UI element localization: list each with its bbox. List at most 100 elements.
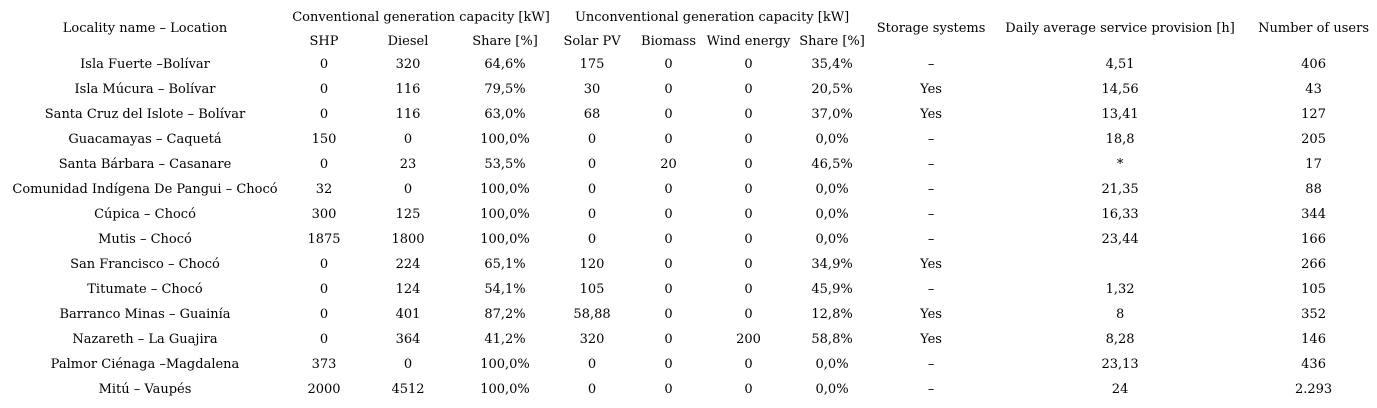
wind-energy-cell: 0: [744, 232, 753, 247]
diesel-cell: 125: [395, 207, 421, 222]
daily-service-cell: 16,33: [1101, 207, 1139, 222]
storage-cell: –: [927, 207, 935, 222]
number-of-users-cell: 344: [1301, 207, 1326, 222]
wind-energy-cell: 0: [744, 57, 753, 72]
number-of-users-cell: 205: [1301, 132, 1326, 147]
table-row: San Francisco – Chocó 0 224 65,1% 120 0 0 34,9%…: [0, 252, 1377, 277]
solar-pv-cell: 0: [587, 132, 597, 147]
solar-pv-cell: 120: [579, 257, 605, 272]
number-of-users-cell: 406: [1301, 57, 1326, 72]
storage-cell: –: [927, 357, 935, 372]
number-of-users-cell: 266: [1301, 257, 1326, 272]
locality-cell: Isla Múcura – Bolívar: [74, 82, 216, 97]
solar-pv-cell: 0: [587, 207, 597, 222]
unconventional-share-cell: 0,0%: [815, 207, 849, 222]
storage-cell: Yes: [920, 257, 942, 272]
table-row: Barranco Minas – Guainía 0 401 87,2% 58,88 0 0…: [0, 302, 1377, 327]
column-header-daily-service: Daily average service provision [h]: [1005, 20, 1235, 36]
locality-cell: Mutis – Chocó: [98, 232, 192, 247]
wind-energy-cell: 0: [744, 282, 753, 297]
locality-cell: Titumate – Chocó: [87, 282, 203, 297]
biomass-cell: 0: [664, 332, 673, 347]
conventional-share-cell: 100,0%: [480, 207, 530, 222]
shp-cell: 0: [319, 257, 329, 272]
wind-energy-cell: 0: [744, 307, 753, 322]
diesel-cell: 1800: [391, 232, 425, 247]
storage-cell: –: [927, 282, 935, 297]
storage-cell: Yes: [920, 82, 942, 97]
storage-cell: –: [927, 157, 935, 172]
biomass-cell: 0: [664, 382, 673, 397]
solar-pv-cell: 105: [579, 282, 605, 297]
locality-cell: Nazareth – La Guajira: [72, 332, 218, 347]
number-of-users-cell: 88: [1305, 182, 1322, 197]
conventional-share-cell: 87,2%: [484, 307, 526, 322]
diesel-cell: 0: [403, 357, 413, 372]
unconventional-share-cell: 34,9%: [811, 257, 853, 272]
diesel-cell: 116: [395, 82, 421, 97]
daily-service-cell: *: [1116, 157, 1124, 172]
table-row: Santa Bárbara – Casanare 0 23 53,5% 0 20 0 46,5…: [0, 152, 1377, 177]
shp-cell: 0: [319, 307, 329, 322]
storage-cell: Yes: [920, 332, 942, 347]
shp-cell: 2000: [307, 382, 341, 397]
unconventional-share-cell: 46,5%: [811, 157, 853, 172]
diesel-cell: 0: [403, 132, 413, 147]
number-of-users-cell: 436: [1301, 357, 1326, 372]
diesel-cell: 320: [395, 57, 421, 72]
shp-cell: 373: [311, 357, 337, 372]
solar-pv-cell: 0: [587, 382, 597, 397]
number-of-users-cell: 43: [1305, 82, 1322, 97]
unconventional-share-cell: 35,4%: [811, 57, 853, 72]
table-row: Palmor Ciénaga –Magdalena 373 0 100,0% 0 0 0 0,…: [0, 352, 1377, 377]
table-row: Nazareth – La Guajira 0 364 41,2% 320 0 200 58,…: [0, 327, 1377, 352]
biomass-cell: 0: [664, 182, 673, 197]
daily-service-cell: [990, 252, 1250, 277]
table-body: Isla Fuerte –Bolívar 0 320 64,6% 175 0 0 35,4% –…: [0, 52, 1377, 402]
locality-cell: Mitú – Vaupés: [98, 382, 192, 397]
shp-cell: 32: [315, 182, 333, 197]
conventional-share-cell: 79,5%: [484, 82, 526, 97]
diesel-cell: 0: [403, 182, 413, 197]
diesel-cell: 4512: [391, 382, 425, 397]
solar-pv-cell: 0: [587, 182, 597, 197]
unconventional-share-cell: 0,0%: [815, 182, 849, 197]
solar-pv-cell: 0: [587, 157, 597, 172]
solar-pv-cell: 175: [579, 57, 605, 72]
unconventional-share-cell: 58,8%: [811, 332, 853, 347]
column-group-unconventional: Unconventional generation capacity [kW]: [574, 9, 850, 25]
number-of-users-cell: 2.293: [1294, 382, 1333, 397]
unconventional-share-cell: 0,0%: [815, 232, 849, 247]
biomass-cell: 0: [664, 257, 673, 272]
daily-service-cell: 4,51: [1105, 57, 1135, 72]
biomass-cell: 0: [664, 82, 673, 97]
biomass-cell: 0: [664, 282, 673, 297]
column-header-shp: SHP: [309, 33, 339, 49]
storage-cell: –: [927, 182, 935, 197]
solar-pv-cell: 58,88: [573, 307, 611, 322]
number-of-users-cell: 146: [1301, 332, 1326, 347]
conventional-share-cell: 100,0%: [480, 382, 530, 397]
locality-cell: Isla Fuerte –Bolívar: [80, 57, 210, 72]
conventional-share-cell: 100,0%: [480, 232, 530, 247]
wind-energy-cell: 200: [736, 332, 761, 347]
biomass-cell: 0: [664, 207, 673, 222]
number-of-users-cell: 17: [1305, 157, 1322, 172]
table-row: Isla Fuerte –Bolívar 0 320 64,6% 175 0 0 35,4% –…: [0, 52, 1377, 77]
unconventional-share-cell: 0,0%: [815, 382, 849, 397]
storage-cell: –: [927, 57, 935, 72]
unconventional-share-cell: 45,9%: [811, 282, 853, 297]
unconventional-share-cell: 0,0%: [815, 357, 849, 372]
diesel-cell: 124: [395, 282, 421, 297]
shp-cell: 1875: [307, 232, 341, 247]
table-header: Locality name – Location Conventional ge…: [0, 0, 1377, 52]
column-header-biomass: Biomass: [641, 33, 697, 49]
wind-energy-cell: 0: [744, 157, 753, 172]
conventional-share-cell: 100,0%: [480, 357, 530, 372]
shp-cell: 0: [319, 82, 329, 97]
solar-pv-cell: 30: [583, 82, 601, 97]
daily-service-cell: 23,44: [1101, 232, 1139, 247]
daily-service-cell: 23,13: [1101, 357, 1139, 372]
locality-cell: Santa Bárbara – Casanare: [58, 157, 232, 172]
wind-energy-cell: 0: [744, 207, 753, 222]
